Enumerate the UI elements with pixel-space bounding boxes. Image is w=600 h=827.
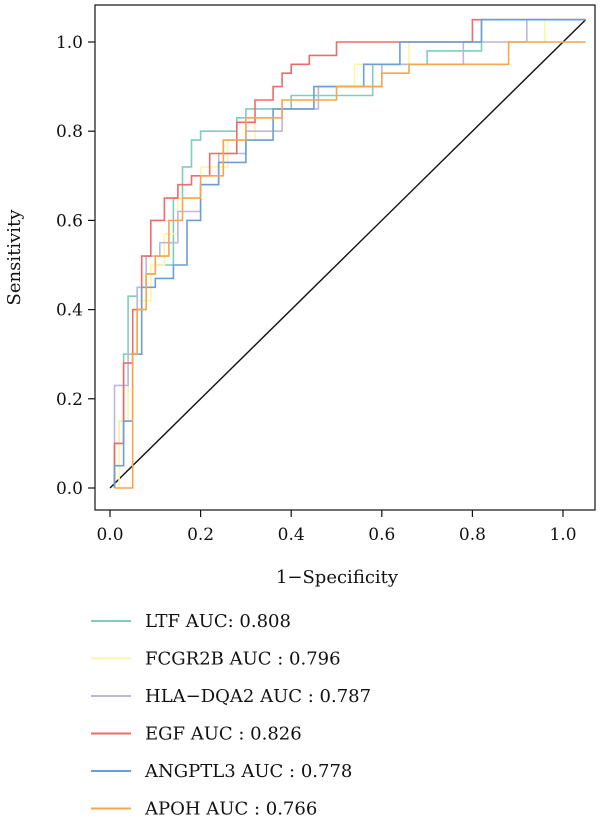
x-tick-label: 0.0 [96,525,123,545]
axes: 0.0 0.2 0.4 0.6 0.8 1.0 0.0 0.2 0.4 0.6 0.8 1.0 1−Sp… [4,4,596,588]
y-tick-label: 0.0 [56,479,83,499]
roc-curve-6 [114,41,586,489]
roc-curve-1 [113,18,586,488]
reference-diagonal-line [109,19,587,489]
legend-label-5: ANGPTL3 AUC : 0.778 [144,761,352,782]
y-tick-label: 0.2 [56,390,83,410]
x-tick-label: 0.6 [368,525,395,545]
y-axis-title: Sensitivity [4,209,25,306]
roc-curve-2 [118,18,586,488]
legend-label-1: LTF AUC: 0.808 [145,611,291,632]
x-axis-title: 1−Specificity [276,567,399,588]
y-tick-label: 0.4 [56,301,83,321]
legend-label-3: HLA−DQA2 AUC : 0.787 [145,686,371,707]
y-tick-label: 0.6 [56,211,83,231]
legend-label-2: FCGR2B AUC : 0.796 [145,649,341,670]
x-tick-label: 0.2 [187,525,214,545]
plot-frame [94,4,596,511]
legend: LTF AUC: 0.808 FCGR2B AUC : 0.796 HLA−DQA2… [91,611,371,820]
x-tick-label: 0.4 [278,525,305,545]
x-tick-label: 1.0 [549,525,576,545]
x-tick-label: 0.8 [459,525,486,545]
plot-area [109,18,587,489]
legend-label-6: APOH AUC : 0.766 [144,799,317,820]
y-tick-label: 1.0 [56,33,83,53]
y-tick-label: 0.8 [56,122,83,142]
legend-label-4: EGF AUC : 0.826 [145,724,302,745]
